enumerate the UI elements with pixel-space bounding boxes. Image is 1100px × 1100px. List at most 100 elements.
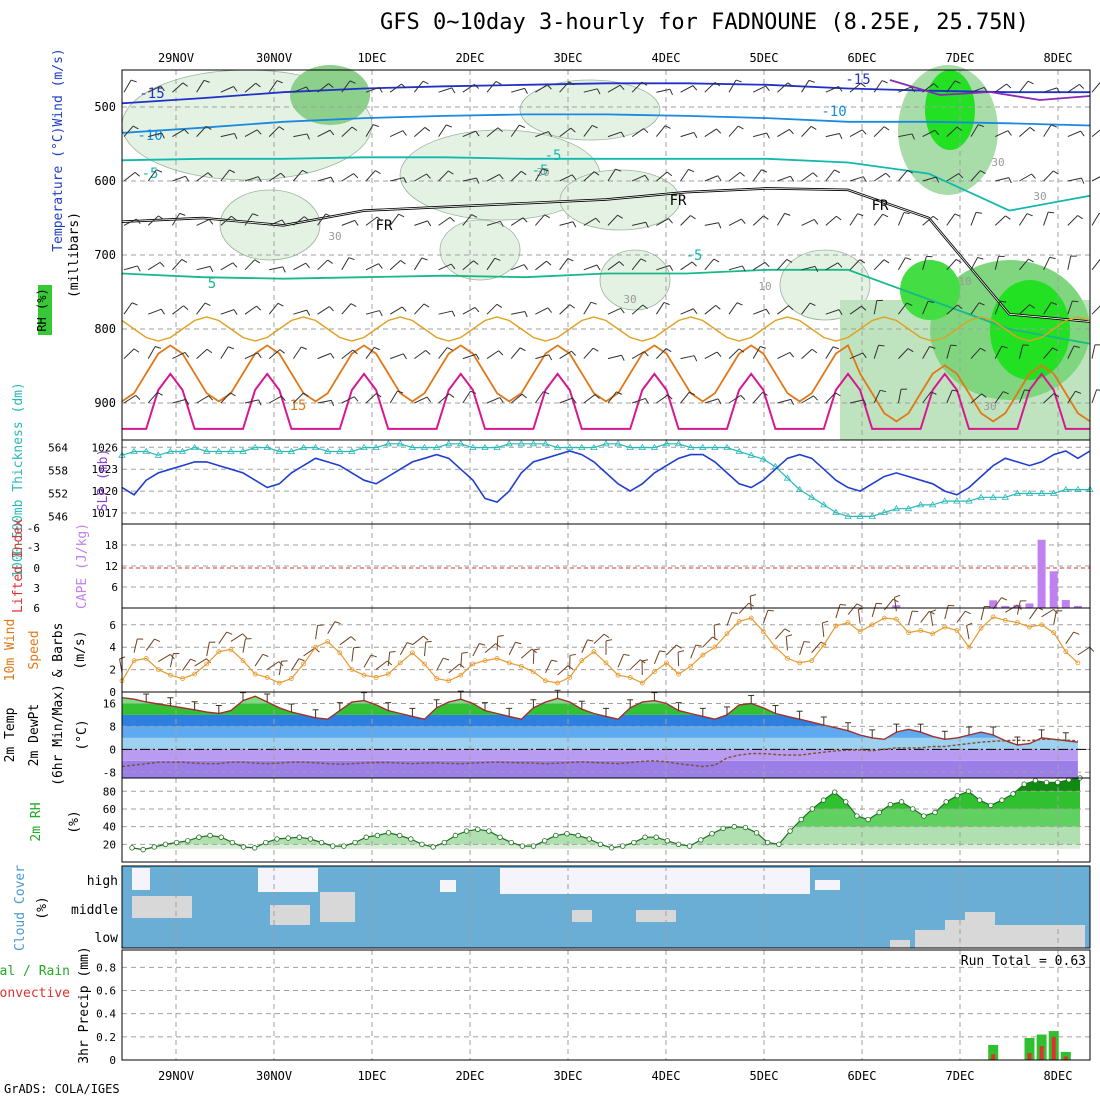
wind-barb xyxy=(545,659,552,674)
thickness-marker xyxy=(408,443,417,451)
wind-barb xyxy=(484,643,497,654)
wind-barb xyxy=(970,302,980,315)
wind-barb xyxy=(1051,124,1057,128)
rh-marker xyxy=(1043,779,1050,786)
wind-barb xyxy=(704,82,716,93)
wind-speed-marker xyxy=(930,631,936,637)
wind-barb xyxy=(669,89,673,95)
wind-barb xyxy=(776,213,786,226)
wind-speed-marker xyxy=(228,647,234,652)
wind-barb xyxy=(535,131,549,138)
wind-barb xyxy=(475,354,480,360)
wind-barb xyxy=(559,221,574,226)
rh-marker xyxy=(129,845,135,851)
wind-barb xyxy=(825,215,837,226)
rh-marker xyxy=(753,830,760,836)
wind-barb xyxy=(760,346,767,349)
thickness-marker xyxy=(747,451,755,458)
credit-label: GrADS: COLA/IGES xyxy=(4,1082,120,1096)
wind-barb xyxy=(244,352,258,360)
cloud-block xyxy=(320,892,355,922)
wind-barb xyxy=(861,305,867,311)
wind-barb xyxy=(641,659,649,662)
wind-barb xyxy=(803,641,810,643)
contour-label: -15 xyxy=(845,72,870,88)
wind-barb xyxy=(821,622,825,638)
thickness-marker xyxy=(154,451,163,458)
wind-barb xyxy=(169,653,174,668)
wind-barb xyxy=(472,643,480,657)
rh-marker xyxy=(396,832,403,839)
rh-marker xyxy=(541,838,548,844)
wind-barb xyxy=(375,660,388,670)
wind-barb xyxy=(583,125,593,137)
wind-barb xyxy=(1006,83,1012,89)
wind-barb xyxy=(256,305,262,311)
wind-speed-marker xyxy=(385,671,391,677)
wind-barb xyxy=(726,612,733,626)
rh-marker xyxy=(408,836,414,842)
wind-barb xyxy=(994,256,1000,270)
wind-barb xyxy=(327,259,333,264)
wind-barb xyxy=(1043,211,1049,226)
contour-label: 30 xyxy=(623,293,636,306)
wind-barb xyxy=(559,127,572,137)
wind-barb xyxy=(220,215,232,226)
wind-barb xyxy=(462,177,477,182)
wind-barb xyxy=(1081,177,1085,184)
rh-tick-label: 40 xyxy=(103,821,116,834)
rh-marker xyxy=(675,841,682,848)
wind-barb xyxy=(873,300,878,315)
wind-speed-marker xyxy=(482,658,488,664)
wind-barb xyxy=(123,171,136,182)
rh-marker xyxy=(620,843,626,849)
wind-speed-marker xyxy=(349,667,355,672)
rh-marker xyxy=(564,831,570,837)
wind-speed-marker xyxy=(954,628,960,633)
wind-speed-marker xyxy=(252,671,258,677)
wind-barb xyxy=(1091,305,1100,315)
wind-barb xyxy=(147,215,159,226)
wind-barb xyxy=(519,347,526,352)
rh-marker xyxy=(787,828,793,834)
temp-tick-label: 0 xyxy=(109,743,116,756)
wind-barb xyxy=(873,126,885,137)
wind-barb xyxy=(714,623,721,626)
wind-barb xyxy=(930,609,937,613)
wind-barb xyxy=(863,399,867,406)
pressure-tick-label: 700 xyxy=(94,248,116,262)
wind-barb xyxy=(820,641,827,646)
wind-barb xyxy=(172,398,187,404)
wind-barb xyxy=(230,633,243,642)
wind-barb xyxy=(559,258,569,271)
wind-barb xyxy=(443,657,450,661)
wind-barb xyxy=(330,353,335,359)
wind-barb xyxy=(763,215,769,220)
wind-barb xyxy=(293,169,303,182)
wind-barb xyxy=(557,665,569,676)
wind-barb xyxy=(607,261,620,271)
wind-barb xyxy=(1067,300,1073,315)
wind-speed-marker xyxy=(1039,622,1044,628)
wind-barb xyxy=(244,129,258,138)
rh-marker xyxy=(988,802,994,809)
wind-barb xyxy=(631,128,644,138)
wind-barb xyxy=(1048,211,1055,214)
wind-barb xyxy=(836,215,842,221)
wind-barb xyxy=(728,265,743,271)
rh-marker xyxy=(954,792,961,799)
wind-barb xyxy=(898,302,908,315)
wind-barb xyxy=(970,212,977,226)
thickness-marker xyxy=(432,443,441,451)
wind-barb xyxy=(607,391,617,404)
cloud-block xyxy=(440,880,456,892)
panel-side-label: (6hr Min/Max) xyxy=(51,684,66,786)
wind-barb xyxy=(690,215,696,220)
thickness-marker xyxy=(142,447,150,454)
precip-total-bar xyxy=(1024,1038,1035,1060)
wind-speed-marker xyxy=(167,672,173,678)
wind-barb xyxy=(839,604,847,606)
wind-barb xyxy=(740,395,746,400)
wind-barb xyxy=(713,258,720,263)
wind-barb xyxy=(653,650,661,665)
